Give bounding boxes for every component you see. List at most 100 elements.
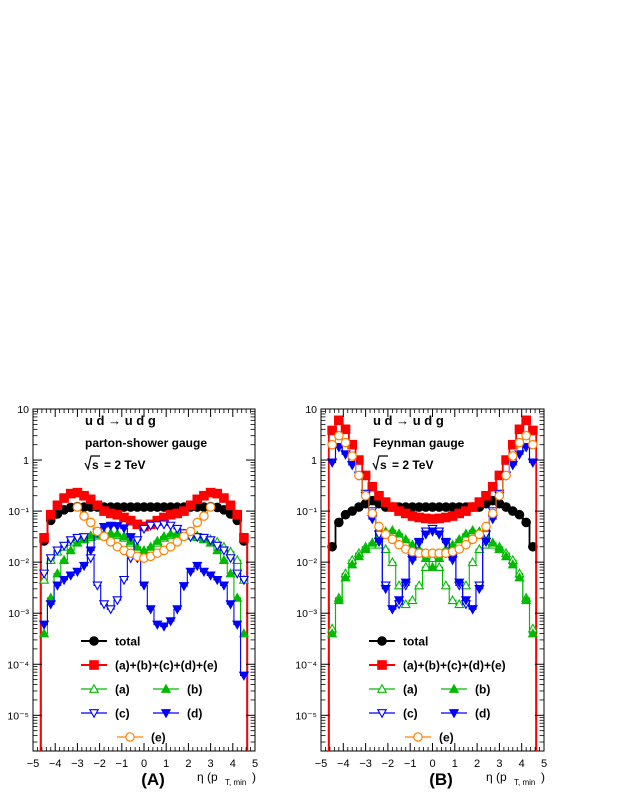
data-point (507, 559, 518, 569)
data-point (327, 425, 337, 436)
data-point (487, 537, 498, 547)
data-point (387, 605, 398, 615)
data-point (500, 551, 512, 561)
legend-label-total: total (403, 635, 428, 649)
legend-marker (160, 709, 172, 719)
data-point (521, 430, 531, 441)
data-point (92, 581, 103, 591)
data-point (145, 521, 156, 531)
y-tick-label: 10⁻⁵ (7, 710, 29, 722)
data-point (92, 526, 103, 537)
data-point (387, 525, 398, 535)
data-point (521, 594, 532, 605)
data-point (99, 531, 109, 542)
x-tick-label: 0 (429, 758, 435, 770)
legend-marker (377, 660, 387, 670)
data-point (39, 532, 49, 543)
data-point (440, 538, 452, 549)
gauge-label: Feynman gauge (373, 436, 465, 450)
x-tick-label: 4 (519, 758, 525, 770)
legend-marker (125, 732, 135, 742)
data-point (474, 584, 485, 595)
y-tick-label: 10 (17, 404, 29, 416)
data-point (487, 481, 498, 492)
data-point (527, 458, 538, 468)
panel-label: (A) (141, 770, 165, 789)
process-label: u d → u d g (373, 413, 444, 428)
data-point (98, 523, 110, 533)
data-point (514, 572, 525, 582)
data-point (158, 520, 170, 530)
data-layer (38, 487, 250, 751)
data-point (380, 529, 391, 540)
data-point (52, 546, 63, 556)
data-point (521, 415, 531, 426)
data-point (400, 578, 411, 588)
legend-label-a: (a) (403, 683, 418, 697)
data-point (528, 439, 538, 450)
data-point (238, 575, 250, 586)
data-point (354, 470, 364, 481)
data-point (514, 437, 525, 448)
data-point (192, 517, 203, 528)
data-point (58, 575, 70, 586)
x-tick-label: 5 (541, 758, 547, 770)
data-point (400, 533, 411, 544)
y-tick-label: 10⁻⁴ (295, 659, 317, 671)
data-point (105, 521, 116, 531)
data-point (327, 439, 337, 450)
data-point (85, 517, 96, 528)
x-axis-title: η (p (486, 770, 507, 784)
data-point (178, 582, 190, 592)
data-point (52, 581, 63, 591)
data-point (427, 527, 438, 537)
data-point (413, 538, 425, 549)
data-point (347, 461, 358, 471)
data-point (527, 628, 538, 638)
data-point (172, 537, 183, 547)
data-point (138, 524, 150, 535)
data-point (85, 530, 96, 540)
legend-marker (88, 683, 100, 693)
data-point (225, 600, 236, 610)
data-point (333, 594, 344, 605)
data-point (353, 551, 365, 561)
data-point (98, 600, 110, 610)
data-point (327, 458, 338, 468)
x-tick-label: −4 (337, 758, 350, 770)
data-point (85, 546, 96, 556)
data-point (65, 536, 76, 546)
data-point (434, 561, 445, 572)
legend-label-d: (d) (187, 707, 202, 721)
data-point (185, 500, 196, 511)
data-point (380, 497, 391, 507)
data-point (212, 541, 223, 552)
data-point (521, 517, 531, 528)
data-point (387, 534, 398, 545)
x-tick-label: 4 (230, 758, 236, 770)
data-point (467, 556, 478, 567)
data-point (52, 568, 63, 578)
data-point (494, 543, 505, 554)
data-point (58, 541, 70, 552)
data-point (225, 554, 236, 564)
data-point (185, 526, 196, 537)
y-tick-label: 1 (311, 455, 317, 467)
data-point (528, 425, 538, 436)
data-point (218, 546, 230, 556)
data-point (393, 580, 405, 590)
y-tick-label: 10⁻³ (8, 608, 29, 620)
data-layer (327, 415, 538, 751)
data-point (232, 569, 243, 579)
data-point (52, 500, 63, 511)
series-line-(b) (328, 529, 537, 635)
x-tick-label: −2 (93, 758, 106, 770)
data-point (420, 530, 431, 540)
data-point (199, 511, 209, 521)
data-point (138, 581, 150, 591)
data-point (474, 543, 485, 554)
data-point (125, 533, 136, 543)
x-tick-label: 0 (141, 758, 147, 770)
data-point (334, 517, 344, 528)
